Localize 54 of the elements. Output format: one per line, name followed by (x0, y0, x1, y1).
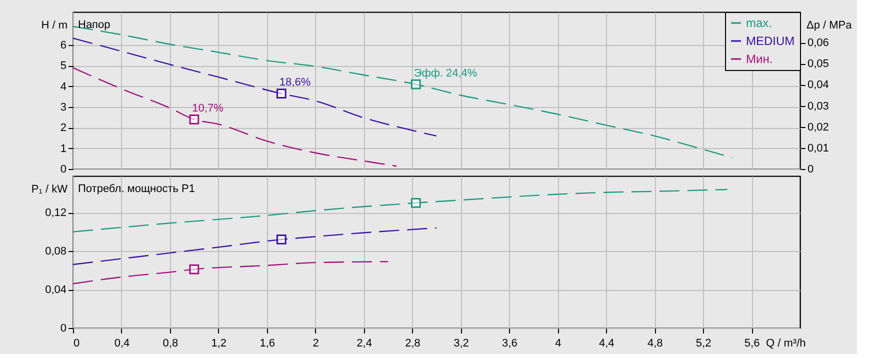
y2-tick-label: 0 (808, 164, 814, 176)
legend-label: max. (746, 16, 772, 30)
x-tick-label: 5,2 (696, 338, 712, 350)
legend-label: Мин. (746, 52, 773, 66)
point (410, 198, 421, 208)
y-tick-label: 1 (60, 142, 66, 155)
line-series (72, 261, 389, 284)
y2-axis-title: Δp / MPa (806, 20, 853, 32)
x-tick-label: 2,4 (356, 338, 372, 350)
y-tick-label: 2 (60, 122, 66, 134)
x-tick-label: 4 (555, 338, 562, 350)
x-tick-label: 1,6 (260, 338, 276, 350)
y-tick-label: 0,12 (45, 207, 66, 220)
y2-tick-label: 0,02 (808, 121, 829, 134)
x-tick-label: 0,8 (162, 338, 178, 350)
text: Потребл. мощность P1 (78, 183, 195, 195)
x-tick-label: 3,2 (454, 338, 469, 350)
y-axis-title: P₁ / kW (31, 184, 68, 196)
x-tick-label: 2 (312, 338, 319, 350)
y-tick-label: 0,08 (45, 246, 66, 258)
y-tick-label: 0 (60, 164, 66, 176)
text: Напор (78, 19, 110, 31)
point (410, 79, 421, 90)
legend-label: MEDIUM (746, 34, 795, 48)
line-series (72, 67, 398, 167)
line-series (72, 227, 438, 266)
point (276, 88, 286, 99)
x-tick-label: 5,6 (744, 338, 760, 350)
y2-tick-label: 0,03 (808, 100, 829, 112)
annotation: Эфф. 24,4% (414, 67, 478, 80)
annotation: 18,6% (279, 76, 311, 89)
x-tick-label: 4,8 (647, 338, 663, 350)
y-tick-label: 0,04 (45, 284, 66, 296)
y2-tick-label: 0,01 (808, 142, 829, 154)
y-axis-title: H / m (41, 20, 68, 32)
y2-tick-label: 0,06 (808, 37, 829, 50)
x-tick-label: 1,2 (211, 338, 227, 350)
x-tick-label: 4,4 (598, 338, 614, 350)
y-tick-label: 3 (60, 102, 66, 114)
x-tick-label: 2,8 (405, 338, 420, 350)
y-tick-label: 6 (60, 40, 66, 52)
y2-tick-label: 0,04 (808, 79, 829, 92)
point (189, 264, 200, 274)
y-tick-label: 5 (60, 60, 66, 72)
point (189, 114, 200, 124)
point (276, 234, 286, 244)
x-axis-title: Q / m³/h (766, 338, 806, 350)
x-tick-label: 0,4 (114, 338, 130, 350)
y2-tick-label: 0,05 (808, 58, 829, 70)
y-tick-label: 4 (60, 80, 66, 93)
y-tick-label: 0 (60, 322, 66, 334)
x-tick-label: 3,6 (502, 338, 518, 350)
x-tick-label: 0 (74, 338, 80, 350)
annotation: 10,7% (192, 102, 224, 114)
